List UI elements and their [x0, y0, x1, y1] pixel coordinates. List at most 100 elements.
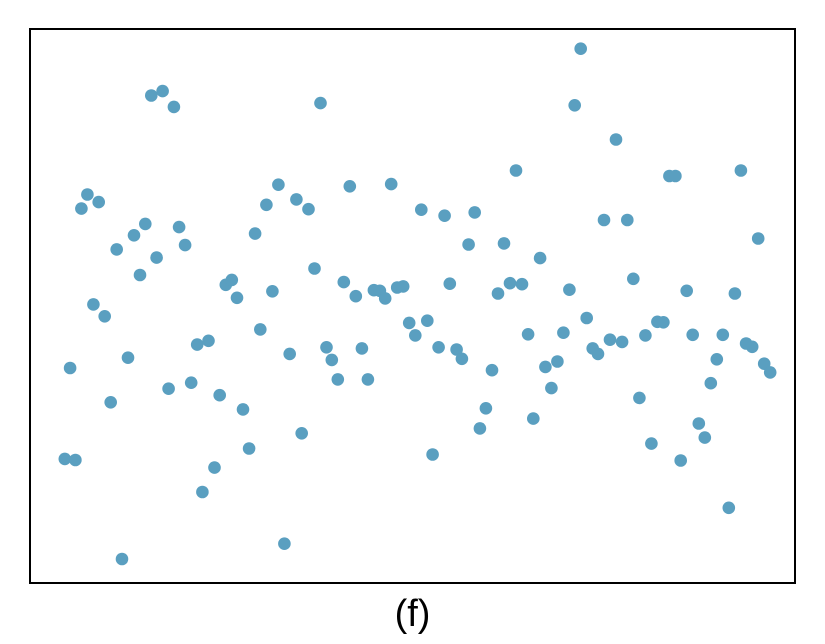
data-point — [260, 198, 273, 212]
data-point — [515, 277, 529, 291]
data-points — [58, 42, 777, 566]
data-point — [443, 277, 457, 291]
data-point — [438, 209, 451, 222]
data-point — [468, 206, 482, 219]
data-point — [415, 203, 428, 216]
data-point — [734, 164, 748, 177]
data-point — [432, 341, 445, 354]
data-point — [308, 262, 321, 275]
data-point — [751, 232, 765, 245]
data-point — [421, 314, 434, 328]
data-point — [127, 229, 141, 242]
data-point — [139, 217, 152, 231]
data-point — [121, 351, 135, 365]
data-point — [133, 268, 147, 282]
data-point — [609, 133, 623, 146]
data-point — [178, 238, 192, 252]
data-point — [343, 180, 357, 193]
data-point — [225, 273, 239, 287]
data-point — [728, 287, 742, 300]
data-point — [521, 328, 535, 341]
data-point — [503, 276, 517, 290]
data-point — [98, 310, 111, 323]
data-point — [248, 227, 262, 240]
data-point — [202, 334, 215, 348]
data-point — [236, 403, 250, 416]
data-point — [92, 195, 105, 209]
data-point — [361, 373, 375, 386]
data-point — [710, 353, 724, 366]
data-point — [485, 363, 499, 377]
data-point — [230, 291, 244, 305]
data-point — [574, 42, 587, 55]
data-point — [462, 238, 475, 251]
data-point — [603, 333, 617, 347]
plot-frame — [29, 28, 796, 584]
data-point — [172, 220, 186, 234]
data-point — [633, 391, 646, 405]
data-point — [81, 188, 94, 201]
data-point — [314, 96, 327, 110]
data-point — [527, 412, 540, 425]
data-point — [87, 298, 100, 311]
data-point — [272, 178, 285, 191]
data-point — [509, 164, 523, 177]
data-point — [110, 243, 123, 256]
data-point — [645, 437, 658, 450]
data-point — [253, 323, 267, 336]
data-point — [331, 373, 345, 386]
data-point — [196, 485, 209, 499]
data-point — [533, 251, 547, 265]
data-point — [349, 289, 363, 303]
data-point — [426, 448, 439, 461]
data-point — [545, 381, 558, 395]
data-point — [580, 311, 593, 325]
data-point — [674, 454, 687, 467]
data-point — [63, 361, 77, 375]
data-point — [320, 341, 333, 354]
data-point — [704, 376, 718, 390]
data-point — [384, 177, 398, 191]
data-point — [208, 461, 221, 474]
data-point — [104, 396, 117, 409]
data-point — [290, 193, 303, 206]
data-point — [615, 335, 629, 349]
data-point — [69, 453, 82, 467]
data-point — [497, 237, 511, 250]
data-point — [145, 89, 158, 102]
data-point — [669, 169, 682, 183]
data-point — [295, 427, 309, 440]
data-point — [698, 431, 712, 444]
data-point — [162, 382, 175, 396]
data-point — [597, 213, 611, 227]
data-point — [568, 99, 581, 112]
data-point — [763, 366, 777, 379]
data-point — [167, 100, 181, 114]
data-point — [692, 417, 706, 430]
data-point — [491, 287, 505, 300]
data-point — [450, 343, 463, 356]
data-point — [639, 329, 652, 342]
data-point — [396, 280, 410, 293]
data-point — [278, 537, 291, 550]
data-point — [302, 202, 315, 216]
data-point — [115, 552, 129, 566]
data-point — [680, 284, 693, 298]
data-point — [75, 202, 88, 215]
data-point — [58, 452, 72, 466]
data-point — [378, 292, 392, 305]
data-point — [184, 376, 198, 390]
data-point — [745, 340, 759, 354]
data-point — [455, 352, 469, 366]
data-point — [325, 353, 339, 367]
data-point — [150, 251, 163, 264]
data-point — [716, 328, 730, 342]
data-point — [213, 388, 226, 402]
data-point — [479, 402, 493, 415]
data-point — [242, 442, 256, 455]
data-point — [355, 342, 369, 355]
data-point — [657, 316, 670, 329]
data-point — [621, 213, 634, 227]
data-point — [591, 347, 605, 361]
